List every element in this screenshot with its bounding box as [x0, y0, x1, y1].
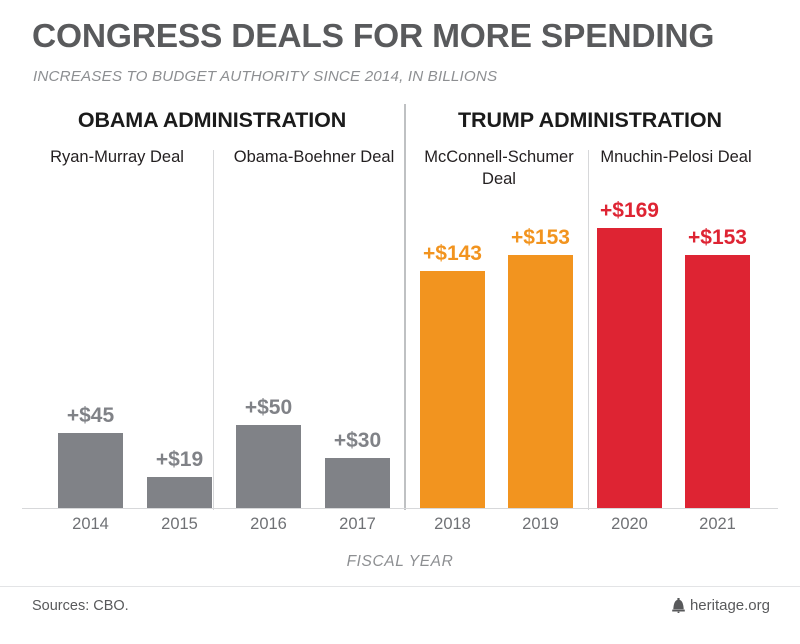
liberty-bell-icon	[672, 598, 685, 613]
bar-value-label-2015: +$19	[155, 448, 204, 471]
bar-value-label-2014: +$45	[66, 404, 115, 427]
x-axis-tick-2020: 2020	[611, 515, 648, 533]
x-axis-title: FISCAL YEAR	[346, 553, 454, 570]
x-axis-tick-2019: 2019	[522, 515, 559, 533]
bar-value-label-2021: +$153	[688, 226, 747, 249]
page-title: CONGRESS DEALS FOR MORE SPENDING	[32, 18, 715, 55]
sources-note: Sources: CBO.	[32, 598, 129, 614]
bar-2021	[685, 255, 750, 508]
bar-value-label-2019: +$153	[511, 226, 570, 249]
bar-2016	[236, 425, 301, 508]
administration-header-obama: OBAMA ADMINISTRATION	[77, 108, 347, 132]
bar-2017	[325, 458, 390, 508]
bar-2018	[420, 271, 485, 508]
deal-label-mcconnell-schumer: McConnell-Schumer Deal	[424, 148, 574, 188]
page-subtitle: INCREASES TO BUDGET AUTHORITY SINCE 2014…	[33, 68, 498, 85]
deal-label-ryan-murray: Ryan-Murray Deal	[50, 148, 184, 166]
deal-divider	[588, 150, 589, 510]
bar-value-label-2018: +$143	[423, 242, 482, 265]
footer-divider	[0, 586, 800, 587]
bar-value-label-2016: +$50	[244, 396, 293, 419]
bar-2015	[147, 477, 212, 508]
x-axis-baseline	[22, 508, 778, 509]
administration-divider	[404, 104, 406, 510]
brand-credit: heritage.org	[672, 597, 770, 614]
bar-2014	[58, 433, 123, 508]
deal-label-obama-boehner: Obama-Boehner Deal	[233, 148, 395, 166]
bar-value-label-2020: +$169	[600, 199, 659, 222]
brand-label: heritage.org	[689, 597, 770, 614]
bar-2019	[508, 255, 573, 508]
administration-header-trump: TRUMP ADMINISTRATION	[458, 108, 722, 132]
bar-2020	[597, 228, 662, 508]
bar-value-label-2017: +$30	[333, 429, 382, 452]
x-axis-tick-2015: 2015	[161, 515, 198, 533]
x-axis-tick-2016: 2016	[250, 515, 287, 533]
deal-label-mnuchin-pelosi: Mnuchin-Pelosi Deal	[600, 148, 752, 166]
x-axis-tick-2017: 2017	[339, 515, 376, 533]
x-axis-tick-2014: 2014	[72, 515, 109, 533]
x-axis-tick-2018: 2018	[434, 515, 471, 533]
x-axis-tick-2021: 2021	[699, 515, 736, 533]
deal-divider	[213, 150, 214, 510]
